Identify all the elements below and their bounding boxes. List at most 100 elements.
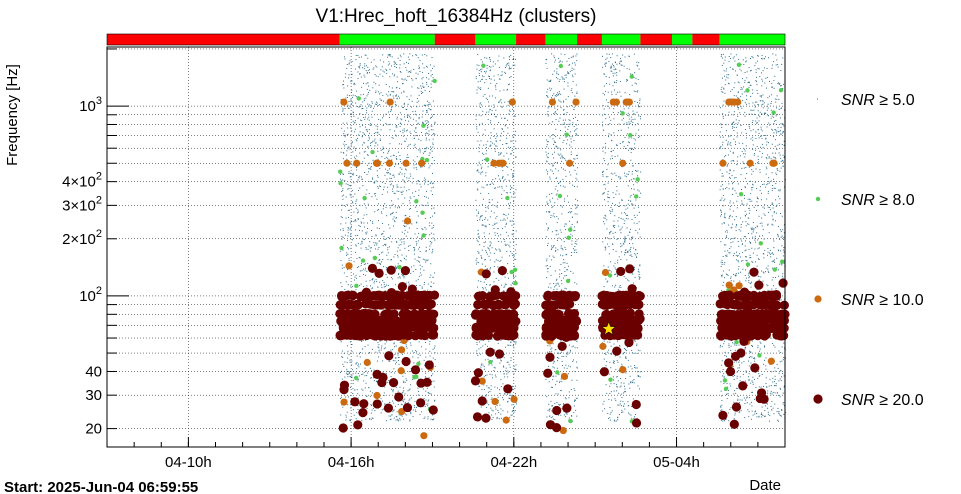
point-snr5 <box>344 361 346 363</box>
point-snr5 <box>393 342 395 344</box>
point-snr5 <box>555 135 557 137</box>
point-snr20 <box>386 287 397 298</box>
point-snr5 <box>371 235 373 237</box>
point-snr5 <box>567 351 569 353</box>
point-snr5 <box>488 340 490 342</box>
point-snr5 <box>363 68 365 70</box>
point-snr5 <box>485 97 487 99</box>
point-snr5 <box>406 115 408 117</box>
point-snr5 <box>357 234 359 236</box>
point-snr5 <box>555 250 557 252</box>
point-snr5 <box>422 122 424 124</box>
point-snr5 <box>396 81 398 83</box>
point-snr5 <box>418 361 420 363</box>
point-snr5 <box>386 72 388 74</box>
point-snr5 <box>418 260 420 262</box>
point-snr5 <box>367 145 369 147</box>
point-snr5 <box>381 233 383 235</box>
point-snr5 <box>389 94 391 96</box>
point-snr5 <box>570 174 572 176</box>
point-snr5 <box>480 140 482 142</box>
point-snr5 <box>386 178 388 180</box>
point-snr5 <box>634 340 636 342</box>
point-snr5 <box>576 91 578 93</box>
point-snr5 <box>350 127 352 129</box>
point-snr5 <box>342 406 344 408</box>
point-snr5 <box>604 246 606 248</box>
point-snr5 <box>615 193 617 195</box>
point-snr5 <box>377 158 379 160</box>
point-snr5 <box>615 68 617 70</box>
point-snr5 <box>510 414 512 416</box>
point-snr5 <box>486 345 488 347</box>
point-snr5 <box>612 210 614 212</box>
point-snr5 <box>492 65 494 67</box>
point-snr5 <box>373 369 375 371</box>
point-snr5 <box>485 289 487 291</box>
point-snr5 <box>565 274 567 276</box>
point-snr5 <box>361 348 363 350</box>
point-snr5 <box>433 282 435 284</box>
point-snr5 <box>486 402 488 404</box>
point-snr5 <box>508 84 510 86</box>
point-snr5 <box>502 219 504 221</box>
point-snr5 <box>367 171 369 173</box>
point-snr5 <box>402 106 404 108</box>
point-snr5 <box>613 390 615 392</box>
point-snr5 <box>625 218 627 220</box>
point-snr5 <box>403 102 405 104</box>
point-snr5 <box>559 403 561 405</box>
point-snr5 <box>571 69 573 71</box>
point-snr5 <box>390 418 392 420</box>
point-snr5 <box>364 126 366 128</box>
point-snr5 <box>563 259 565 261</box>
point-snr5 <box>392 190 394 192</box>
point-snr5 <box>397 357 399 359</box>
point-snr5 <box>408 177 410 179</box>
point-snr5 <box>499 180 501 182</box>
point-snr5 <box>559 254 561 256</box>
point-snr5 <box>429 152 431 154</box>
point-snr5 <box>367 140 369 142</box>
point-snr5 <box>347 253 349 255</box>
point-snr5 <box>477 211 479 213</box>
point-snr5 <box>382 125 384 127</box>
point-snr5 <box>508 364 510 366</box>
point-snr5 <box>495 137 497 139</box>
point-snr5 <box>551 347 553 349</box>
point-snr5 <box>613 69 615 71</box>
point-snr5 <box>372 178 374 180</box>
point-snr5 <box>432 194 434 196</box>
point-snr5 <box>617 274 619 276</box>
point-snr5 <box>555 283 557 285</box>
point-snr5 <box>375 101 377 103</box>
point-snr5 <box>630 147 632 149</box>
point-snr5 <box>576 309 578 311</box>
point-snr5 <box>365 267 367 269</box>
point-snr5 <box>616 190 618 192</box>
point-snr5 <box>429 183 431 185</box>
point-snr5 <box>606 361 608 363</box>
point-snr5 <box>364 387 366 389</box>
point-snr5 <box>414 110 416 112</box>
point-snr5 <box>556 73 558 75</box>
point-snr5 <box>486 150 488 152</box>
point-snr5 <box>402 275 404 277</box>
point-snr5 <box>564 54 566 56</box>
point-snr8 <box>412 375 417 380</box>
point-snr5 <box>359 285 361 287</box>
point-snr5 <box>384 157 386 159</box>
point-snr5 <box>614 172 616 174</box>
point-snr5 <box>396 116 398 118</box>
point-snr5 <box>480 192 482 194</box>
point-snr5 <box>506 393 508 395</box>
point-snr5 <box>554 61 556 63</box>
point-snr5 <box>576 367 578 369</box>
point-snr5 <box>390 371 392 373</box>
point-snr5 <box>396 241 398 243</box>
point-snr5 <box>475 118 477 120</box>
point-snr10 <box>418 159 426 167</box>
point-snr5 <box>554 107 556 109</box>
point-snr5 <box>556 230 558 232</box>
point-snr5 <box>388 151 390 153</box>
